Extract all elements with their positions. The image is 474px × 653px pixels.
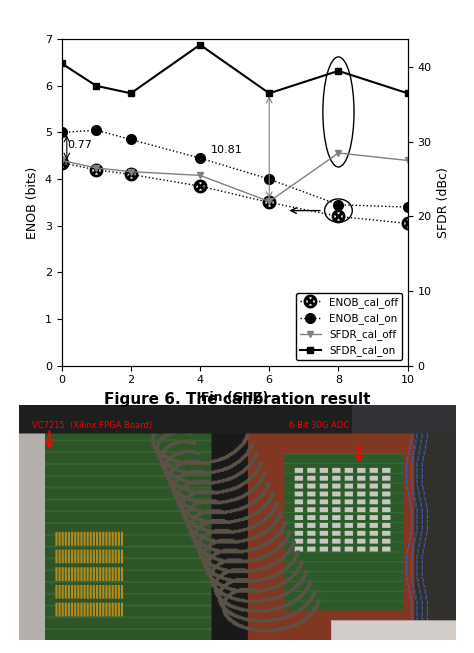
- SFDR_cal_off: [336, 149, 341, 157]
- SFDR_cal_off: [266, 198, 272, 206]
- SFDR_cal_on: [266, 89, 272, 97]
- SFDR_cal_off: [59, 157, 64, 165]
- SFDR_cal_on: [405, 89, 410, 97]
- SFDR_cal_on: [128, 89, 134, 97]
- ENOB_cal_on: [93, 126, 99, 134]
- SFDR_cal_on: [336, 67, 341, 75]
- X-axis label: Fin (GHZ): Fin (GHZ): [201, 391, 268, 404]
- Y-axis label: ENOB (bits): ENOB (bits): [26, 167, 39, 238]
- Legend: ENOB_cal_off, ENOB_cal_on, SFDR_cal_off, SFDR_cal_on: ENOB_cal_off, ENOB_cal_on, SFDR_cal_off,…: [296, 293, 402, 360]
- Line: ENOB_cal_on: ENOB_cal_on: [57, 125, 412, 212]
- Text: VC7215  (Xilinx FPGA Board): VC7215 (Xilinx FPGA Board): [32, 421, 152, 430]
- SFDR_cal_on: [59, 59, 64, 67]
- ENOB_cal_on: [405, 203, 410, 211]
- SFDR_cal_off: [405, 157, 410, 165]
- Line: SFDR_cal_off: SFDR_cal_off: [58, 150, 411, 205]
- Text: 0.77: 0.77: [67, 140, 91, 150]
- Line: ENOB_cal_off: ENOB_cal_off: [55, 157, 414, 230]
- SFDR_cal_off: [93, 164, 99, 172]
- ENOB_cal_on: [197, 154, 203, 162]
- ENOB_cal_off: [197, 182, 203, 190]
- ENOB_cal_off: [266, 199, 272, 206]
- ENOB_cal_off: [93, 166, 99, 174]
- Text: 6-Bit 30G ADC: 6-Bit 30G ADC: [289, 421, 349, 430]
- ENOB_cal_on: [128, 136, 134, 144]
- Text: 10.81: 10.81: [210, 146, 242, 155]
- Line: SFDR_cal_on: SFDR_cal_on: [58, 41, 411, 97]
- SFDR_cal_off: [197, 172, 203, 180]
- ENOB_cal_off: [336, 212, 341, 220]
- ENOB_cal_off: [405, 219, 410, 227]
- SFDR_cal_on: [197, 41, 203, 49]
- ENOB_cal_off: [59, 159, 64, 167]
- ENOB_cal_on: [59, 129, 64, 136]
- Text: Figure 6. The calibration result: Figure 6. The calibration result: [104, 392, 370, 407]
- SFDR_cal_on: [93, 82, 99, 89]
- ENOB_cal_on: [336, 201, 341, 209]
- Y-axis label: SFDR (dBc): SFDR (dBc): [437, 167, 450, 238]
- ENOB_cal_on: [266, 175, 272, 183]
- ENOB_cal_off: [128, 170, 134, 178]
- SFDR_cal_off: [128, 168, 134, 176]
